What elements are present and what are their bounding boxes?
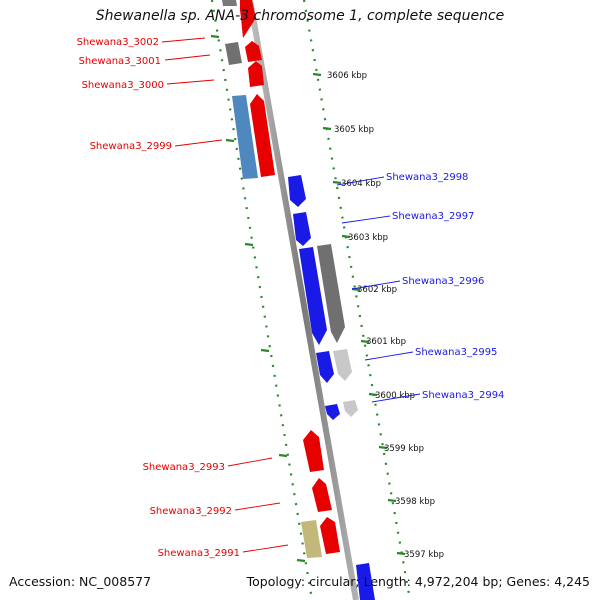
tick-label: 3597 kbp	[404, 550, 444, 560]
gene-arrow	[222, 0, 237, 6]
gene-arrow	[343, 400, 358, 417]
gene-label-shewana3-2996: Shewana3_2996	[402, 276, 484, 287]
gene-arrow	[240, 0, 256, 38]
accession-text: Accession: NC_008577	[9, 574, 152, 589]
gene-label-shewana3-2992: Shewana3_2992	[150, 506, 232, 517]
tick-label: 3603 kbp	[348, 233, 388, 243]
map-title: Shewanella sp. ANA-3 chromosome 1, compl…	[95, 8, 505, 24]
gene-label-shewana3-2997: Shewana3_2997	[392, 211, 474, 222]
genes-reverse-strand	[222, 0, 340, 558]
gene-arrow	[303, 430, 324, 472]
sequence-summary: Topology: circular; Length: 4,972,204 bp…	[246, 574, 590, 589]
gene-labels-left: Shewana3_3002 Shewana3_3001 Shewana3_300…	[77, 37, 240, 559]
label-leaders-left	[161, 37, 289, 553]
gene-label-shewana3-2998: Shewana3_2998	[386, 172, 468, 183]
tick-labels: 3606 kbp 3605 kbp 3604 kbp 3603 kbp 3602…	[327, 71, 444, 560]
gene-arrow	[245, 41, 262, 62]
tick-label: 3602 kbp	[357, 285, 397, 295]
ruler-line-left	[210, 0, 314, 600]
gene-arrow	[301, 520, 322, 558]
gene-arrow	[299, 247, 327, 345]
gene-label-shewana3-2991: Shewana3_2991	[158, 548, 240, 559]
label-leaders-right	[336, 176, 421, 403]
gene-label-shewana3-2995: Shewana3_2995	[415, 347, 497, 358]
gene-arrow	[356, 563, 375, 600]
tick-label: 3604 kbp	[341, 179, 381, 189]
tick-label: 3600 kbp	[375, 391, 415, 401]
gene-label-shewana3-2994: Shewana3_2994	[422, 390, 504, 401]
gene-arrow	[293, 212, 311, 246]
gene-arrow	[320, 517, 340, 554]
gene-arrow	[225, 42, 242, 65]
gene-label-shewana3-3002: Shewana3_3002	[77, 37, 159, 48]
gene-arrow	[248, 61, 264, 87]
tick-label: 3598 kbp	[395, 497, 435, 507]
chromosome-axis	[247, 0, 359, 600]
gene-label-shewana3-3001: Shewana3_3001	[79, 56, 161, 67]
tick-label: 3605 kbp	[334, 125, 374, 135]
ruler-major-ticks-left	[210, 34, 306, 563]
gene-label-shewana3-2999: Shewana3_2999	[90, 141, 172, 152]
ruler-line-right	[302, 0, 412, 600]
ruler-major-ticks-right	[312, 72, 406, 556]
tick-label: 3606 kbp	[327, 71, 367, 81]
gene-arrow	[316, 351, 334, 383]
gene-arrow	[250, 94, 275, 177]
gene-arrow	[288, 175, 306, 207]
gene-arrow	[333, 349, 352, 381]
gene-label-shewana3-2993: Shewana3_2993	[143, 462, 225, 473]
gene-arrow	[325, 404, 340, 420]
gene-arrow	[312, 478, 332, 512]
gene-label-shewana3-3000: Shewana3_3000	[82, 80, 164, 91]
gene-arrow	[317, 244, 345, 343]
tick-label: 3599 kbp	[384, 444, 424, 454]
tick-label: 3601 kbp	[366, 337, 406, 347]
gene-labels-right: Shewana3_2998 Shewana3_2997 Shewana3_299…	[386, 172, 504, 401]
gene-arrow	[232, 95, 258, 179]
genes-forward-strand	[288, 175, 375, 600]
